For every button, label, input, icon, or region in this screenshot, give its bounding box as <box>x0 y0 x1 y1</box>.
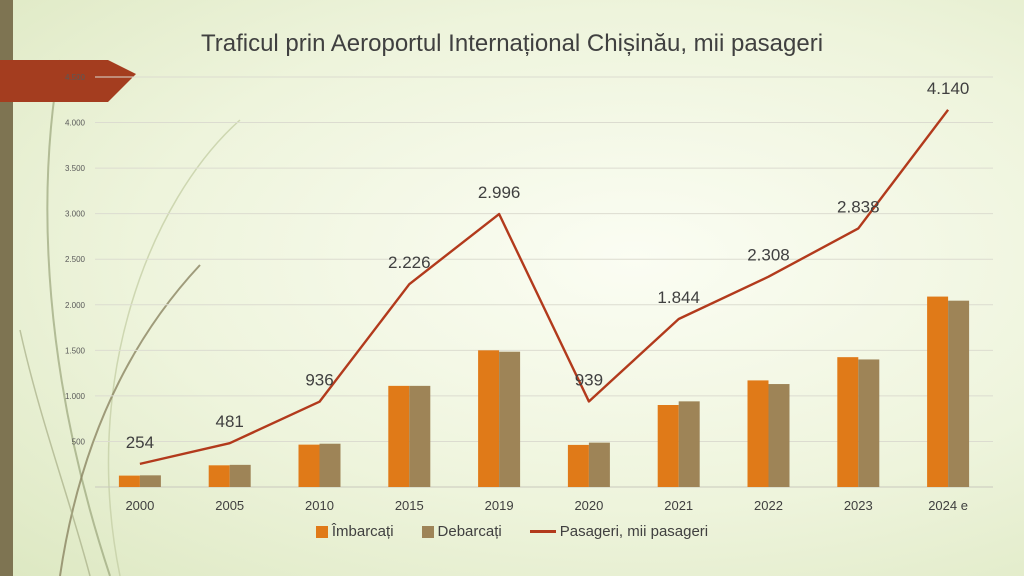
y-tick-label: 3.000 <box>65 210 86 219</box>
x-tick-label: 2005 <box>215 498 244 513</box>
legend-item-pasageri: Pasageri, mii pasageri <box>529 523 709 540</box>
y-tick-label: 1.500 <box>65 346 86 355</box>
legend-swatch-pasageri <box>529 530 556 533</box>
bar-debarcati <box>499 351 521 487</box>
x-tick-label: 2000 <box>125 498 154 513</box>
bar-debarcati <box>409 385 431 487</box>
bar-imbarcati <box>208 465 230 487</box>
bar-imbarcati <box>478 350 500 487</box>
legend-label-debarcati: Debarcați <box>437 523 502 540</box>
bar-debarcati <box>768 384 790 487</box>
bar-debarcati <box>948 300 970 487</box>
data-label-pasageri: 2.996 <box>478 183 521 202</box>
data-label-pasageri: 1.844 <box>657 288 700 307</box>
bar-imbarcati <box>837 357 859 487</box>
legend-label-pasageri: Pasageri, mii pasageri <box>559 523 709 540</box>
y-tick-label: 2.000 <box>65 301 86 310</box>
data-label-pasageri: 2.308 <box>747 246 790 265</box>
x-tick-label: 2019 <box>485 498 514 513</box>
bar-imbarcati <box>118 475 140 487</box>
chart-legend: Îmbarcați Debarcați Pasageri, mii pasage… <box>0 523 1024 540</box>
legend-item-imbarcati: Îmbarcați <box>315 523 394 540</box>
bar-debarcati <box>139 475 161 487</box>
bar-imbarcati <box>298 444 320 487</box>
data-label-pasageri: 2.226 <box>388 253 431 272</box>
data-label-pasageri: 481 <box>216 412 244 431</box>
line-pasageri <box>139 109 950 466</box>
y-tick-label: 4.000 <box>65 119 86 128</box>
x-tick-label: 2021 <box>664 498 693 513</box>
bar-imbarcati <box>927 296 949 487</box>
x-tick-label: 2010 <box>305 498 334 513</box>
bar-imbarcati <box>567 444 589 487</box>
y-tick-label: 4.500 <box>65 73 86 82</box>
y-tick-label: 500 <box>72 437 86 446</box>
data-label-pasageri: 936 <box>305 371 333 390</box>
x-tick-label: 2015 <box>395 498 424 513</box>
data-label-pasageri: 2.838 <box>837 197 880 216</box>
bar-debarcati <box>858 359 880 487</box>
decorative-side-bar <box>0 0 13 576</box>
bar-imbarcati <box>657 405 679 487</box>
y-tick-label: 2.500 <box>65 255 86 264</box>
legend-swatch-imbarcati <box>315 525 328 538</box>
data-label-pasageri: 4.140 <box>927 79 970 98</box>
x-tick-label: 2024 e <box>928 498 968 513</box>
data-label-pasageri: 939 <box>575 370 603 389</box>
bar-debarcati <box>678 401 700 487</box>
bar-imbarcati <box>388 385 410 487</box>
legend-item-debarcati: Debarcați <box>421 523 502 540</box>
y-tick-label: 1.000 <box>65 392 86 401</box>
x-tick-label: 2022 <box>754 498 783 513</box>
x-tick-label: 2020 <box>574 498 603 513</box>
bar-imbarcati <box>747 380 769 487</box>
data-label-pasageri: 254 <box>126 433 154 452</box>
legend-label-imbarcati: Îmbarcați <box>331 523 394 540</box>
bar-debarcati <box>588 442 610 487</box>
legend-swatch-debarcati <box>421 525 434 538</box>
chart-title: Traficul prin Aeroportul Internațional C… <box>200 30 824 57</box>
decorative-arrow-tab <box>0 60 136 102</box>
y-tick-label: 3.500 <box>65 164 86 173</box>
bar-debarcati <box>319 443 341 487</box>
bar-debarcati <box>229 464 251 487</box>
x-tick-label: 2023 <box>844 498 873 513</box>
